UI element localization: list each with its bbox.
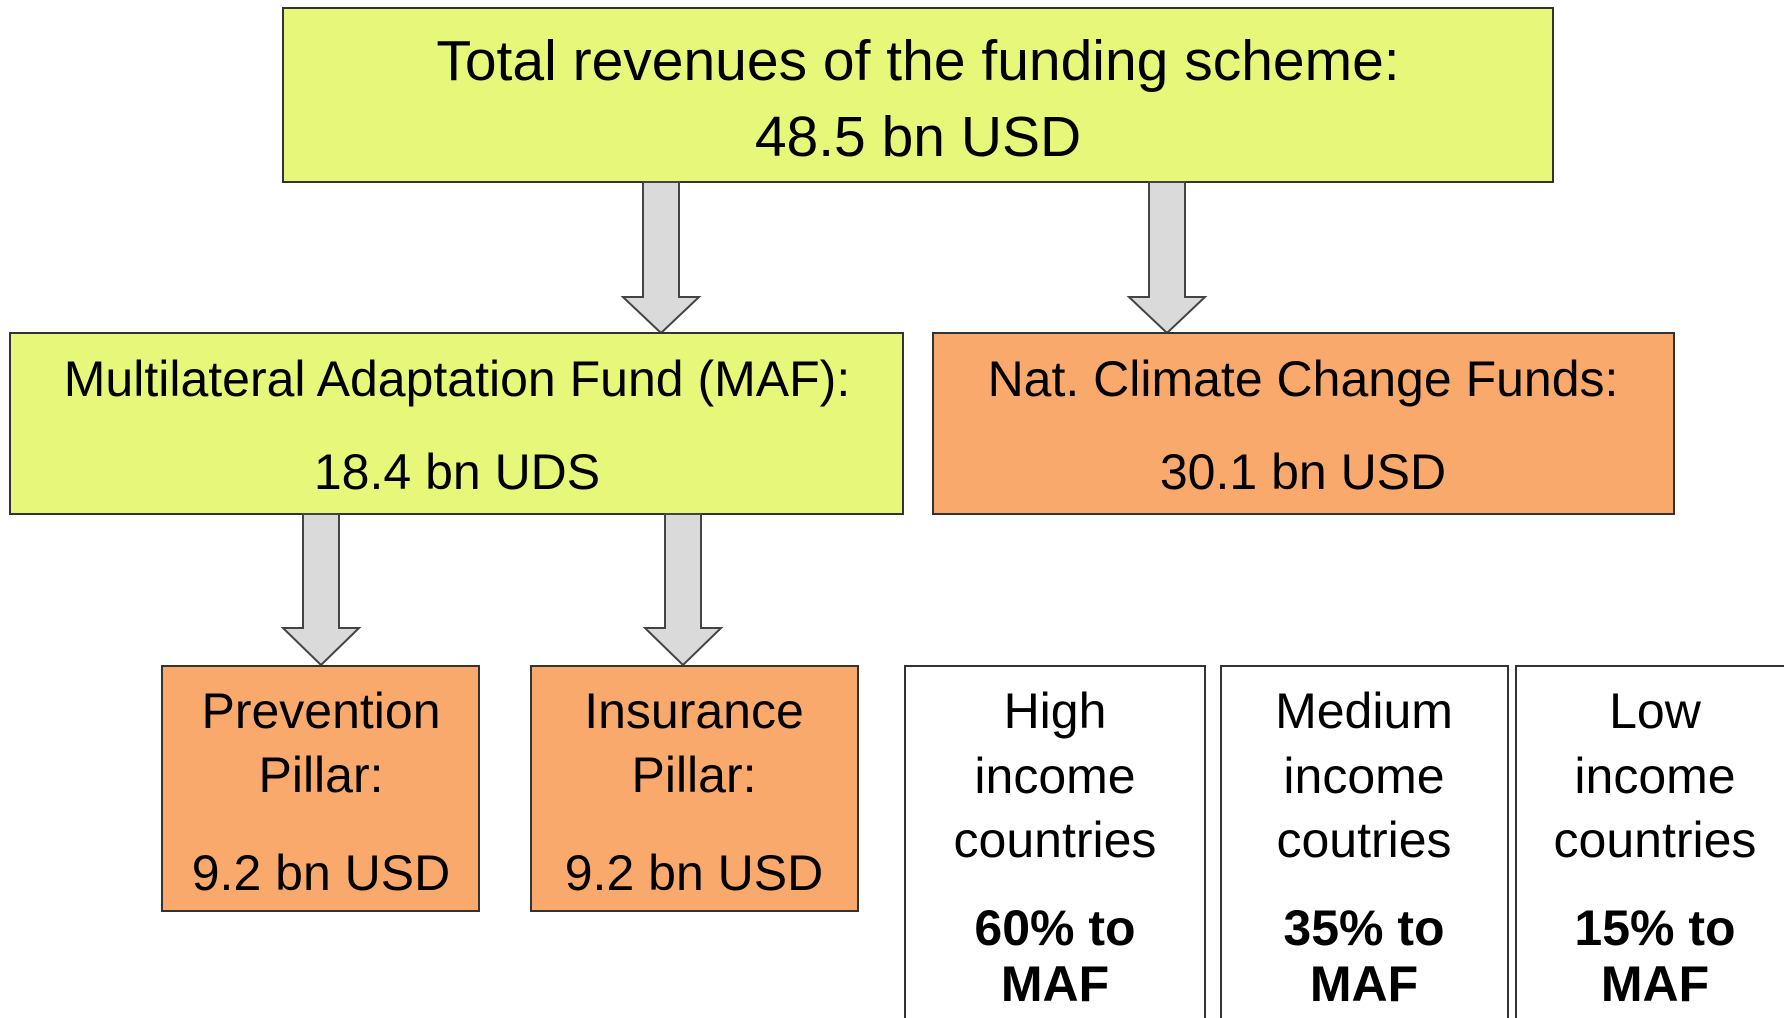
income-box [1220,665,1509,1018]
income-box [1515,665,1784,1018]
nccf-line: 30.1 bn USD [1160,444,1446,500]
pillar-line: Insurance [584,683,804,739]
pillar-value: 9.2 bn USD [192,845,450,901]
income-line: Medium [1275,683,1453,739]
top-line: Total revenues of the funding scheme: [436,29,1399,93]
arrow [280,513,362,667]
pillar-value: 9.2 bn USD [565,845,823,901]
arrow [620,181,702,335]
top-line: 48.5 bn USD [755,105,1081,169]
pillar-box [530,665,859,912]
income-line: countries [1554,812,1757,868]
pillar-line: Pillar: [631,747,756,803]
income-line: income [1283,748,1444,804]
top-box [282,7,1554,183]
income-share: 60% to [974,900,1135,956]
pillar-line: Prevention [201,683,440,739]
income-line: income [974,748,1135,804]
income-share: MAF [1601,956,1709,1012]
maf-line: 18.4 bn UDS [314,444,600,500]
pillar-line: Pillar: [258,747,383,803]
income-line: Low [1609,683,1702,739]
income-share: MAF [1001,956,1109,1012]
income-share: 35% to [1283,900,1444,956]
arrow [1126,181,1208,335]
income-box [904,665,1206,1018]
income-line: countries [954,812,1157,868]
income-line: coutries [1276,812,1451,868]
nccf-box [932,332,1675,515]
arrow [642,513,724,667]
nccf-line: Nat. Climate Change Funds: [988,351,1619,407]
income-line: High [1004,683,1107,739]
income-share: MAF [1310,956,1418,1012]
income-line: income [1574,748,1735,804]
income-share: 15% to [1574,900,1735,956]
maf-box [9,332,904,515]
pillar-box [161,665,480,912]
maf-line: Multilateral Adaptation Fund (MAF): [64,351,850,407]
